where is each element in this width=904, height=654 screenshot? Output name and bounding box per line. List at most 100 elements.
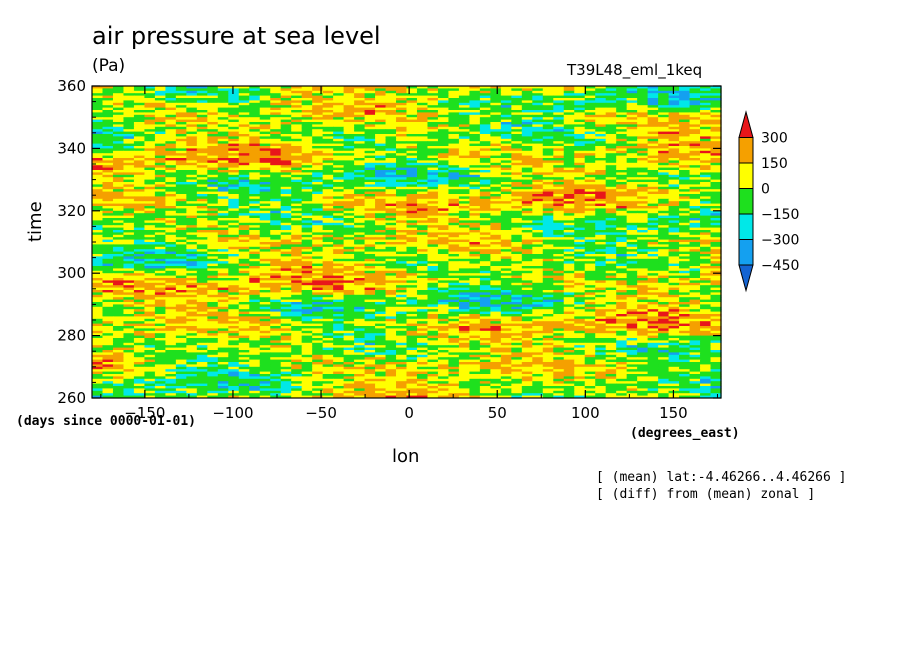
heatmap-cell bbox=[647, 146, 659, 149]
heatmap-cell bbox=[343, 146, 355, 149]
heatmap-cell bbox=[553, 131, 565, 135]
heatmap-cell bbox=[479, 179, 491, 183]
heatmap-cell bbox=[154, 232, 166, 236]
heatmap-cell bbox=[354, 148, 366, 152]
heatmap-cell bbox=[490, 280, 502, 284]
heatmap-cell bbox=[406, 220, 418, 224]
heatmap-cell bbox=[679, 232, 691, 236]
heatmap-cell bbox=[375, 210, 387, 214]
heatmap-cell bbox=[207, 184, 219, 188]
heatmap-cell bbox=[679, 110, 691, 113]
heatmap-cell bbox=[238, 282, 250, 286]
heatmap-cell bbox=[584, 160, 596, 164]
heatmap-cell bbox=[469, 194, 481, 197]
heatmap-cell bbox=[92, 177, 104, 180]
heatmap-cell bbox=[448, 182, 460, 185]
heatmap-cell bbox=[595, 249, 607, 252]
heatmap-cell bbox=[396, 86, 408, 89]
heatmap-cell bbox=[679, 201, 691, 204]
heatmap-cell bbox=[542, 155, 554, 159]
heatmap-cell bbox=[207, 244, 219, 248]
heatmap-cell bbox=[165, 134, 177, 137]
heatmap-cell bbox=[490, 150, 502, 154]
heatmap-cell bbox=[490, 230, 502, 233]
heatmap-cell bbox=[196, 134, 208, 137]
heatmap-cell bbox=[312, 275, 324, 279]
heatmap-cell bbox=[196, 174, 208, 178]
heatmap-cell bbox=[700, 122, 712, 125]
heatmap-cell bbox=[416, 122, 429, 125]
heatmap-cell bbox=[542, 237, 554, 240]
heatmap-cell bbox=[553, 198, 565, 202]
heatmap-cell bbox=[364, 148, 376, 152]
heatmap-cell bbox=[416, 126, 429, 130]
heatmap-cell bbox=[186, 268, 198, 272]
heatmap-cell bbox=[112, 131, 125, 135]
heatmap-cell bbox=[490, 167, 502, 171]
heatmap-cell bbox=[291, 203, 303, 207]
heatmap-cell bbox=[500, 232, 512, 236]
heatmap-cell bbox=[689, 206, 701, 209]
heatmap-cell bbox=[626, 220, 638, 224]
heatmap-cell bbox=[333, 100, 345, 104]
heatmap-cell bbox=[301, 225, 313, 228]
y-axis-units: (days since 0000-01-01) bbox=[16, 414, 197, 429]
heatmap-cell bbox=[333, 249, 345, 252]
heatmap-cell bbox=[595, 251, 607, 255]
heatmap-cell bbox=[658, 266, 670, 269]
heatmap-cell bbox=[385, 268, 397, 272]
heatmap-cell bbox=[469, 213, 481, 216]
heatmap-cell bbox=[207, 198, 219, 202]
heatmap-cell bbox=[689, 129, 701, 132]
heatmap-cell bbox=[259, 249, 271, 252]
heatmap-cell bbox=[616, 162, 628, 166]
heatmap-cell bbox=[196, 218, 208, 221]
heatmap-cell bbox=[112, 162, 125, 166]
heatmap-cell bbox=[343, 227, 355, 231]
heatmap-cell bbox=[521, 136, 533, 140]
heatmap-cell bbox=[396, 182, 408, 185]
heatmap-cell bbox=[616, 191, 628, 195]
heatmap-cell bbox=[437, 95, 450, 99]
heatmap-cell bbox=[196, 239, 208, 243]
heatmap-cell bbox=[448, 201, 460, 204]
heatmap-cell bbox=[259, 239, 271, 243]
heatmap-cell bbox=[626, 86, 638, 89]
heatmap-cell bbox=[511, 177, 523, 180]
heatmap-cell bbox=[574, 114, 586, 118]
heatmap-cell bbox=[123, 138, 135, 142]
heatmap-cell bbox=[354, 126, 366, 130]
heatmap-cell bbox=[668, 88, 680, 92]
heatmap-cell bbox=[343, 107, 355, 111]
heatmap-cell bbox=[112, 230, 125, 233]
heatmap-cell bbox=[364, 102, 376, 106]
heatmap-cell bbox=[343, 208, 355, 212]
heatmap-cell bbox=[616, 124, 628, 128]
heatmap-cell bbox=[406, 122, 418, 125]
heatmap-cell bbox=[710, 170, 722, 173]
heatmap-cell bbox=[259, 167, 271, 171]
heatmap-cell bbox=[427, 112, 439, 116]
heatmap-cell bbox=[406, 244, 418, 248]
heatmap-cell bbox=[647, 186, 659, 190]
heatmap-cell bbox=[563, 126, 575, 130]
heatmap-cell bbox=[270, 110, 282, 113]
heatmap-cell bbox=[207, 172, 219, 176]
heatmap-cell bbox=[270, 263, 282, 267]
heatmap-cell bbox=[700, 153, 712, 156]
heatmap-cell bbox=[511, 141, 523, 144]
heatmap-cell bbox=[322, 160, 334, 164]
heatmap-cell bbox=[133, 218, 146, 221]
heatmap-cell bbox=[92, 249, 104, 252]
heatmap-cell bbox=[154, 282, 166, 286]
heatmap-cell bbox=[354, 227, 366, 231]
heatmap-cell bbox=[511, 215, 523, 219]
heatmap-cell bbox=[700, 165, 712, 168]
heatmap-cell bbox=[668, 155, 680, 159]
heatmap-cell bbox=[563, 105, 575, 108]
heatmap-cell bbox=[668, 230, 680, 233]
heatmap-cell bbox=[563, 150, 575, 154]
heatmap-cell bbox=[584, 239, 596, 243]
heatmap-cell bbox=[133, 86, 146, 89]
heatmap-cell bbox=[427, 239, 439, 243]
